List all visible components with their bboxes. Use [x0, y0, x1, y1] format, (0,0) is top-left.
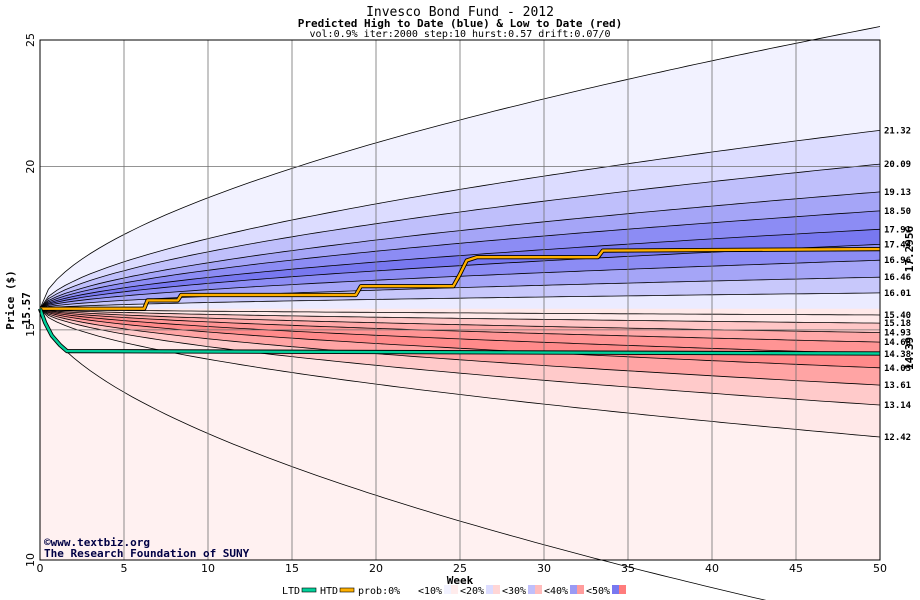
y-tick-label: 20	[24, 160, 37, 174]
band-end-label: 14.38	[884, 350, 911, 360]
band-end-label: 19.13	[884, 188, 911, 198]
low-band-13.14	[40, 308, 880, 405]
band-end-label: 14.03	[884, 364, 911, 374]
high-band-17.91	[40, 210, 880, 309]
legend-swatch-low	[577, 585, 584, 594]
band-end-label: 17.91	[884, 225, 911, 235]
y-tick-label: 10	[24, 553, 37, 567]
legend-swatch-ltd	[301, 587, 317, 593]
band-end-label: 13.14	[884, 401, 912, 411]
legend-swatch-high	[528, 585, 535, 594]
band-end-label: 21.32	[884, 126, 911, 136]
htd-end-label: 17.2956	[903, 226, 916, 273]
htd-line	[40, 247, 881, 310]
low-band-13.61	[40, 308, 880, 386]
x-tick-label: 35	[621, 562, 635, 575]
legend-label: <10%	[418, 586, 442, 597]
y-axis-ticks: 10 15 20 25	[24, 33, 37, 567]
band-end-label: 13.61	[884, 381, 911, 391]
band-end-label: 14.93	[884, 329, 911, 339]
band-end-label: 15.18	[884, 319, 911, 329]
chart-title: Invesco Bond Fund - 2012	[366, 5, 554, 20]
legend-swatch-low	[493, 585, 500, 594]
legend-swatch-high	[570, 585, 577, 594]
high-band-20.09	[40, 130, 880, 309]
legend-label: <50%	[586, 586, 610, 597]
band-end-label: 16.46	[884, 273, 911, 283]
plot-frame	[39, 39, 881, 561]
legend-swatch-low	[451, 585, 458, 594]
x-tick-label: 5	[121, 562, 128, 575]
legend-label: <20%	[460, 586, 484, 597]
high-band-16.96	[40, 244, 880, 309]
legend: LTD HTD prob:0% <10% <20% <30% <40% <50%	[282, 585, 626, 597]
x-axis-label: Week	[447, 574, 474, 587]
chart-subtitle: Predicted High to Date (blue) & Low to D…	[298, 17, 623, 30]
x-tick-label: 30	[537, 562, 551, 575]
legend-swatch-htd	[339, 587, 355, 593]
low-band-12.42	[40, 308, 880, 437]
high-band-19.13	[40, 164, 880, 309]
x-tick-label: 25	[453, 562, 467, 575]
band-end-label: 14.68	[884, 338, 911, 348]
legend-swatch-high	[444, 585, 451, 594]
legend-swatch-low	[619, 585, 626, 594]
x-tick-label: 0	[37, 562, 44, 575]
legend-label: prob:0%	[358, 586, 400, 597]
legend-swatch-high	[486, 585, 493, 594]
x-tick-label: 20	[369, 562, 383, 575]
x-tick-label: 40	[705, 562, 719, 575]
x-axis-ticks: 0 5 10 15 20 25 30 35 40 45 50	[37, 562, 888, 575]
legend-swatch-high	[402, 585, 409, 594]
band-end-label: 20.09	[884, 160, 911, 170]
band-end-label: 16.96	[884, 256, 911, 266]
band-end-label: 12.42	[884, 433, 911, 443]
chart-parameters: vol:0.9% iter:2000 step:10 hurst:0.57 dr…	[309, 29, 610, 40]
legend-label: <40%	[544, 586, 568, 597]
y-tick-label: 15	[24, 323, 37, 337]
legend-swatch-low	[535, 585, 542, 594]
legend-swatch-high	[612, 585, 619, 594]
y-axis-label: Price ($)	[4, 270, 17, 330]
band-end-label: 18.50	[884, 207, 911, 217]
x-tick-label: 45	[789, 562, 803, 575]
band-end-labels: 21.32 20.09 19.13 18.50 17.91 17.44 16.96 16.46…	[884, 126, 912, 443]
band-end-label: 17.44	[884, 240, 912, 250]
x-tick-label: 15	[285, 562, 299, 575]
band-end-label: 15.40	[884, 311, 911, 321]
ltd-line	[38, 308, 881, 355]
legend-label: LTD	[282, 586, 300, 597]
band-end-label: 16.01	[884, 289, 911, 299]
x-tick-label: 50	[873, 562, 887, 575]
ltd-end-label: 14.39	[903, 337, 916, 370]
credit-website: ©www.textbiz.org	[44, 536, 150, 549]
start-price-label: 15.57	[20, 292, 33, 325]
legend-swatch-low	[409, 585, 416, 594]
x-tick-label: 10	[201, 562, 215, 575]
legend-label: <30%	[502, 586, 526, 597]
credit-foundation: The Research Foundation of SUNY	[44, 547, 250, 560]
series-lines	[38, 247, 881, 356]
high-band-18.50	[40, 191, 880, 309]
legend-label: HTD	[320, 586, 338, 597]
y-tick-label: 25	[24, 33, 37, 47]
